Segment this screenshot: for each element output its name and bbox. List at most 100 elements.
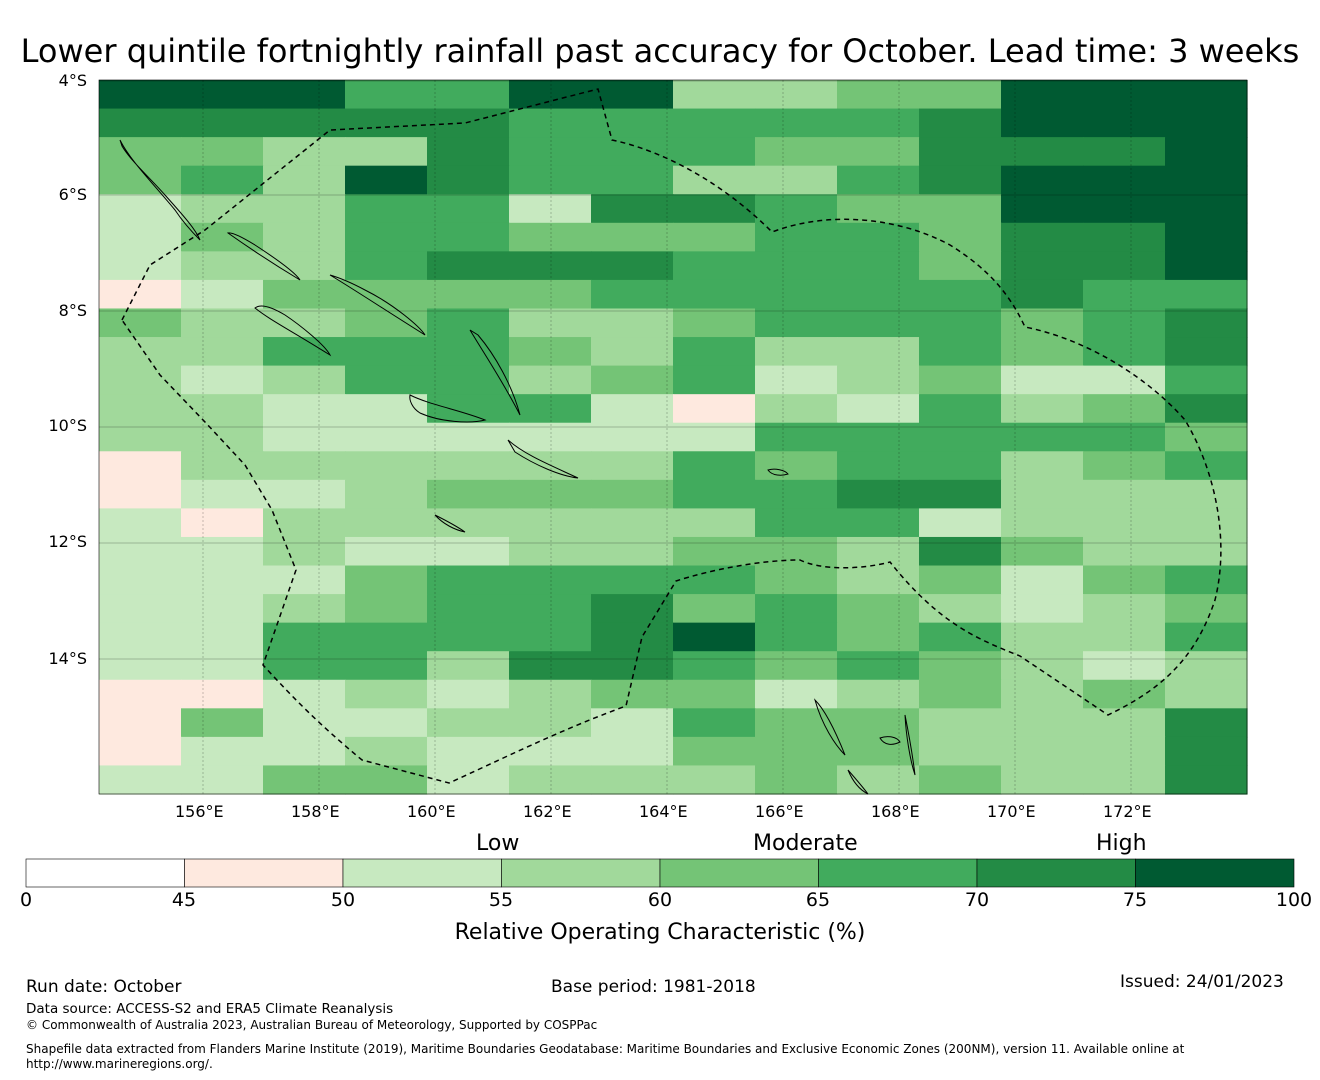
grid-cell xyxy=(1001,251,1084,281)
grid-cell xyxy=(181,394,264,424)
grid-cell xyxy=(591,365,674,395)
lon-label-156e: 156°E xyxy=(175,802,224,821)
grid-cell xyxy=(181,594,264,624)
grid-cell xyxy=(1083,80,1166,110)
grid-cell xyxy=(263,394,346,424)
grid-cell xyxy=(1165,337,1248,367)
grid-cell xyxy=(1165,222,1248,252)
grid-cell xyxy=(99,651,182,681)
grid-cell xyxy=(837,165,920,195)
grid-cell xyxy=(99,622,182,652)
grid-cell xyxy=(755,536,838,567)
coastline-bougainville xyxy=(119,139,201,241)
grid-cell xyxy=(509,165,592,195)
colorbar-tick: 60 xyxy=(647,889,673,911)
grid-cell xyxy=(181,80,264,110)
grid-cell xyxy=(345,222,428,252)
map-frame xyxy=(98,79,1248,795)
grid-cell xyxy=(755,365,838,395)
grid-cell xyxy=(509,451,592,481)
grid-cell xyxy=(1083,679,1166,709)
grid-cell xyxy=(673,736,756,767)
grid-cell xyxy=(1001,594,1084,624)
copyright-notice: © Commonwealth of Australia 2023, Austra… xyxy=(26,1018,598,1032)
grid-cell xyxy=(99,365,182,395)
colorbar-tick: 50 xyxy=(330,889,356,911)
eez-solomon-islands xyxy=(121,88,1222,784)
grid-cell xyxy=(345,451,428,481)
grid-cell xyxy=(837,394,920,424)
grid-cell xyxy=(427,279,510,310)
grid-cell xyxy=(509,308,592,338)
grid-cell xyxy=(673,279,756,310)
coastline-espiritu-santo xyxy=(814,698,846,756)
grid-cell xyxy=(1165,251,1248,281)
grid-cell xyxy=(837,736,920,767)
grid-cell xyxy=(427,708,510,738)
grid-cell xyxy=(837,308,920,338)
grid-cell xyxy=(427,80,510,110)
grid-cell xyxy=(263,194,346,224)
grid-cell xyxy=(755,279,838,310)
grid-cell xyxy=(99,451,182,481)
grid-cell xyxy=(99,337,182,367)
grid-cell xyxy=(673,508,756,538)
grid-cell xyxy=(1083,565,1166,595)
grid-cell xyxy=(673,451,756,481)
grid-cell xyxy=(591,479,674,509)
grid-cell xyxy=(1001,651,1084,681)
grid-cell xyxy=(509,622,592,652)
grid-cell xyxy=(673,594,756,624)
grid-cell xyxy=(1165,394,1248,424)
grid-cell xyxy=(591,736,674,767)
grid-cell xyxy=(755,222,838,252)
grid-cell xyxy=(181,765,264,795)
grid-cell xyxy=(427,679,510,709)
grid-cell xyxy=(1001,137,1084,167)
grid-cell xyxy=(919,651,1002,681)
grid-cell xyxy=(591,508,674,538)
grid-cell xyxy=(181,651,264,681)
grid-cell xyxy=(1165,679,1248,709)
grid-cell xyxy=(919,451,1002,481)
grid-cell xyxy=(1083,108,1166,138)
grid-cell xyxy=(427,308,510,338)
grid-cell xyxy=(509,708,592,738)
grid-cell xyxy=(263,137,346,167)
colorbar-tick: 55 xyxy=(488,889,514,911)
grid-cell xyxy=(99,708,182,738)
grid-cell xyxy=(99,222,182,252)
grid-cell xyxy=(427,337,510,367)
grid-cell xyxy=(1165,765,1248,795)
run-date: Run date: October xyxy=(26,977,182,997)
coastline-efate xyxy=(904,714,916,776)
grid-cell xyxy=(1083,422,1166,452)
grid-cell xyxy=(1083,451,1166,481)
grid-cell xyxy=(509,679,592,709)
grid-cell xyxy=(509,508,592,538)
grid-cell xyxy=(919,165,1002,195)
grid-cell xyxy=(1165,565,1248,595)
grid-cell xyxy=(263,165,346,195)
grid-cell xyxy=(1001,394,1084,424)
grid-cell xyxy=(181,222,264,252)
grid-cell xyxy=(509,479,592,509)
grid-cell xyxy=(1001,165,1084,195)
grid-cell xyxy=(919,337,1002,367)
lon-label-164e: 164°E xyxy=(639,802,688,821)
grid-cell xyxy=(427,194,510,224)
grid-cell xyxy=(263,622,346,652)
grid-cell xyxy=(509,194,592,224)
grid-cell xyxy=(181,508,264,538)
grid-cell xyxy=(1083,622,1166,652)
grid-cell xyxy=(591,80,674,110)
lon-label-158e: 158°E xyxy=(291,802,340,821)
grid-cell xyxy=(755,251,838,281)
grid-cell xyxy=(1001,479,1084,509)
grid-cell xyxy=(1083,251,1166,281)
grid-cell xyxy=(673,137,756,167)
grid-cell xyxy=(345,194,428,224)
lat-label-8s: 8°S xyxy=(58,301,87,320)
grid-cell xyxy=(1083,194,1166,224)
